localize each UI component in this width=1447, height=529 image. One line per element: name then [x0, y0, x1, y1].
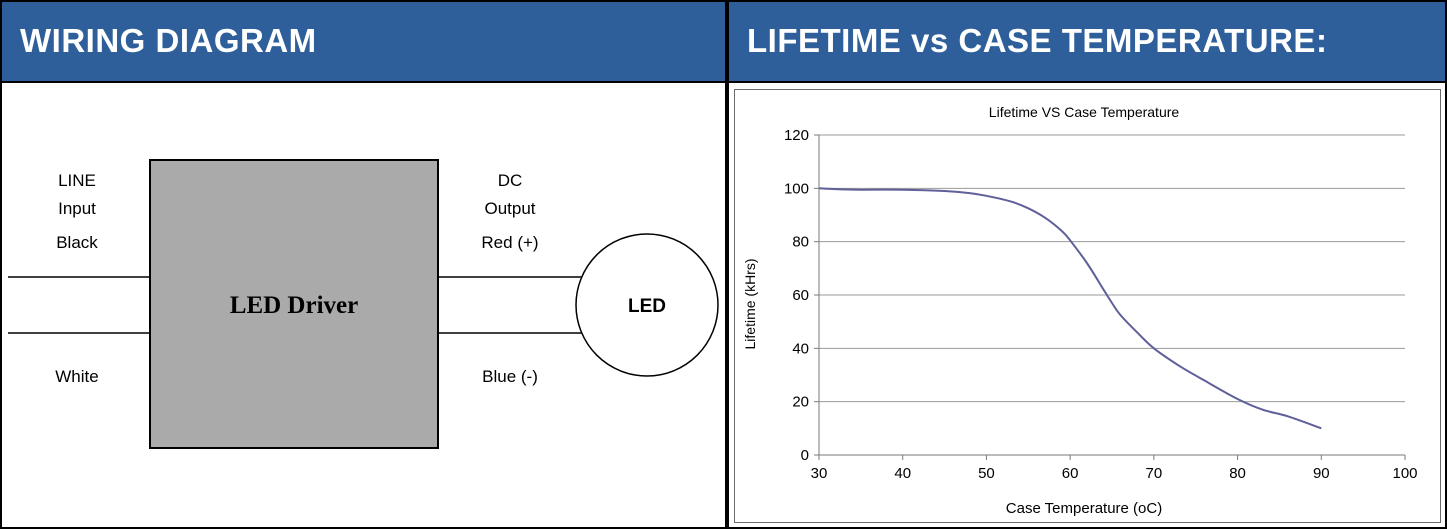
lifetime-header: LIFETIME vs CASE TEMPERATURE:	[727, 0, 1447, 83]
wiring-diagram-title: WIRING DIAGRAM	[20, 22, 317, 59]
y-tick-labels: 0 20 40 60 80 100 120	[784, 127, 809, 464]
input-label: Input	[58, 199, 96, 218]
lifetime-curve	[818, 187, 1322, 430]
x-tick-labels: 30 40 50 60 70 80 90 100	[811, 465, 1418, 482]
y-tick-label: 20	[792, 394, 809, 411]
y-tick-label: 0	[801, 447, 809, 464]
lifetime-chart-frame: Lifetime VS Case Temperature 0 20 40 60 80 10…	[734, 89, 1441, 523]
wiring-diagram-panel: WIRING DIAGRAM LED Driver LED LINE Input…	[0, 0, 727, 529]
x-tick-label: 100	[1392, 465, 1417, 482]
x-tick-label: 80	[1229, 465, 1246, 482]
x-tick-label: 50	[978, 465, 995, 482]
y-tick-label: 80	[792, 234, 809, 251]
white-label: White	[55, 367, 98, 386]
line-label: LINE	[58, 171, 96, 190]
y-tick-label: 40	[792, 340, 809, 357]
chart-gridlines	[819, 134, 1405, 403]
chart-title: Lifetime VS Case Temperature	[989, 104, 1180, 120]
red-label: Red (+)	[481, 233, 538, 252]
led-driver-box	[149, 159, 439, 449]
lifetime-panel: LIFETIME vs CASE TEMPERATURE:	[727, 0, 1447, 529]
led-label: LED	[628, 296, 666, 317]
wiring-diagram-header: WIRING DIAGRAM	[0, 0, 725, 83]
dc-label: DC	[498, 171, 523, 190]
output-label: Output	[484, 199, 535, 218]
led-circle	[575, 233, 719, 377]
wiring-diagram: LED Driver LED LINE Input Black White DC…	[8, 159, 719, 449]
x-tick-label: 30	[811, 465, 828, 482]
panel-divider	[725, 0, 729, 529]
x-tick-label: 90	[1313, 465, 1330, 482]
x-axis-label: Case Temperature (oC)	[1006, 500, 1162, 517]
y-tick-label: 60	[792, 287, 809, 304]
y-tick-label: 120	[784, 127, 809, 144]
x-tick-label: 70	[1146, 465, 1163, 482]
led-driver-label: LED Driver	[230, 292, 358, 319]
y-axis-label: Lifetime (kHrs)	[742, 258, 758, 349]
lifetime-title: LIFETIME vs CASE TEMPERATURE:	[747, 22, 1328, 59]
x-tick-label: 40	[894, 465, 911, 482]
y-tick-label: 100	[784, 180, 809, 197]
black-label: Black	[56, 233, 98, 252]
blue-label: Blue (-)	[482, 367, 538, 386]
x-tick-label: 60	[1062, 465, 1079, 482]
lifetime-chart: Lifetime VS Case Temperature 0 20 40 60 80 10…	[742, 104, 1418, 517]
